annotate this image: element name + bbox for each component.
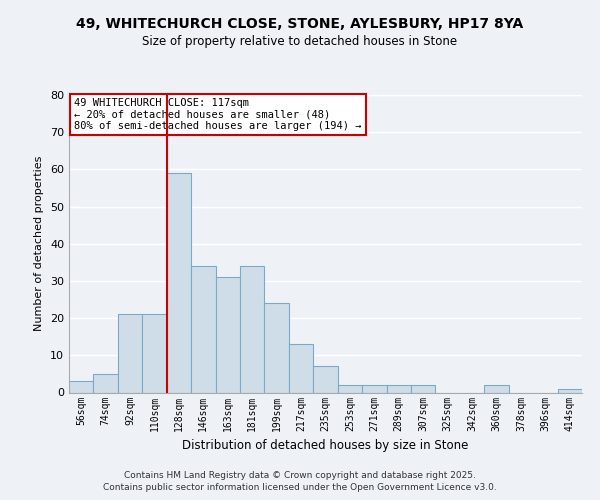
Bar [167,173,191,392]
Bar [313,366,338,392]
Text: Size of property relative to detached houses in Stone: Size of property relative to detached ho… [142,35,458,48]
Text: Contains HM Land Registry data © Crown copyright and database right 2025.: Contains HM Land Registry data © Crown c… [124,471,476,480]
Bar [191,266,215,392]
Bar [69,382,94,392]
Bar [484,385,509,392]
Bar [362,385,386,392]
Text: 49, WHITECHURCH CLOSE, STONE, AYLESBURY, HP17 8YA: 49, WHITECHURCH CLOSE, STONE, AYLESBURY,… [76,18,524,32]
Bar [94,374,118,392]
Y-axis label: Number of detached properties: Number of detached properties [34,156,44,332]
Text: 49 WHITECHURCH CLOSE: 117sqm
← 20% of detached houses are smaller (48)
80% of se: 49 WHITECHURCH CLOSE: 117sqm ← 20% of de… [74,98,362,131]
Bar [265,303,289,392]
Bar [557,389,582,392]
Bar [118,314,142,392]
Bar [338,385,362,392]
Bar [411,385,436,392]
Bar [386,385,411,392]
Bar [215,277,240,392]
Bar [240,266,265,392]
X-axis label: Distribution of detached houses by size in Stone: Distribution of detached houses by size … [182,439,469,452]
Text: Contains public sector information licensed under the Open Government Licence v3: Contains public sector information licen… [103,484,497,492]
Bar [289,344,313,393]
Bar [142,314,167,392]
